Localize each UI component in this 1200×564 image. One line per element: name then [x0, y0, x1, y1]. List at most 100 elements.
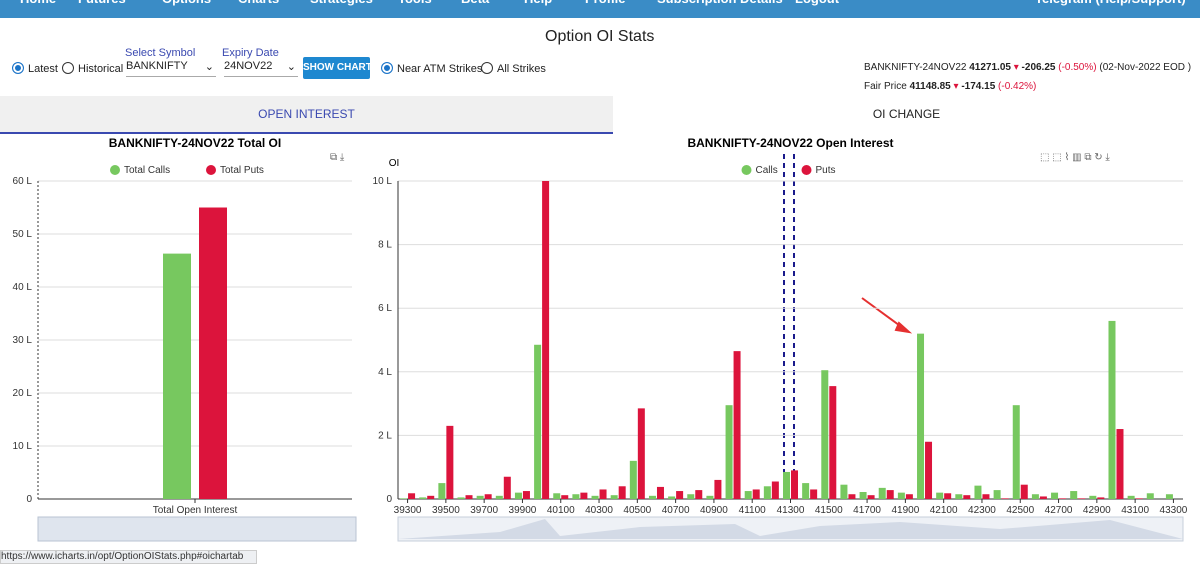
bar	[725, 405, 733, 499]
bar	[1059, 498, 1067, 499]
toolbox-icon[interactable]: ⬚ ⬚ ⌇ ▥ ⧉ ↻ ⤓	[1040, 152, 1110, 163]
text: -174.15	[961, 81, 996, 92]
radio-near-atm[interactable]: Near ATM Strikes	[381, 62, 482, 75]
x-tick-label: 40100	[547, 505, 575, 516]
text: 41271.05	[969, 62, 1011, 73]
bar	[1078, 498, 1086, 499]
expiry-select[interactable]: 24NOV22 ⌄	[224, 60, 298, 77]
bar	[1108, 320, 1116, 499]
bar	[1089, 495, 1097, 499]
bar	[199, 207, 227, 499]
fair-line: Fair Price 41148.85 ▾ -174.15 (-0.42%)	[864, 81, 1037, 92]
x-tick-label: 43100	[1121, 505, 1149, 516]
bar	[1165, 494, 1173, 499]
nav-item[interactable]: Logout	[795, 0, 839, 6]
bar	[514, 492, 522, 499]
x-tick-label: 42100	[930, 505, 958, 516]
bar	[821, 370, 829, 499]
radio-latest[interactable]: Latest	[12, 62, 58, 75]
legend-label: Calls	[756, 165, 778, 176]
x-tick-label: 39500	[432, 505, 460, 516]
symbol-select[interactable]: BANKNIFTY ⌄	[126, 60, 216, 77]
nav-item[interactable]: Options	[162, 0, 211, 6]
nav-item[interactable]: Profile	[585, 0, 625, 6]
zoom-slider[interactable]	[37, 516, 357, 542]
radio-all-strikes[interactable]: All Strikes	[481, 62, 546, 75]
bar	[859, 492, 867, 499]
bar	[400, 498, 408, 499]
bar	[955, 494, 963, 499]
x-tick-label: 42700	[1045, 505, 1073, 516]
bar	[1001, 498, 1009, 499]
tab[interactable]: OI CHANGE	[872, 107, 941, 121]
bar	[637, 408, 645, 499]
tab[interactable]: OPEN INTEREST	[0, 96, 613, 134]
bar	[163, 253, 191, 499]
bar	[744, 491, 752, 499]
y-tick-label: 6 L	[378, 303, 392, 314]
y-axis-label: OI	[389, 158, 400, 169]
bar	[687, 494, 695, 499]
arrows	[861, 297, 913, 334]
nav-item[interactable]: Subscription Details	[657, 0, 783, 6]
label: Historical	[78, 63, 124, 75]
legend-swatch	[801, 165, 812, 175]
bar	[648, 495, 656, 499]
nav-item[interactable]: Futures	[78, 0, 126, 6]
bar	[936, 492, 944, 499]
x-tick-label: 43300	[1160, 505, 1188, 516]
legend-label: Total Calls	[124, 165, 170, 176]
bar	[503, 476, 511, 499]
y-tick-label: 4 L	[378, 367, 392, 378]
bar	[465, 495, 473, 499]
y-tick-label: 30 L	[13, 335, 33, 346]
toolbox-icon[interactable]: ⧉ ⤓	[330, 152, 345, 163]
bar	[591, 495, 599, 499]
nav-item[interactable]: Tools	[398, 0, 432, 6]
nav-item[interactable]: Beta	[461, 0, 489, 6]
bar	[917, 333, 925, 499]
bar	[714, 479, 722, 499]
quote-line: BANKNIFTY-24NOV22 41271.05 ▾ -206.25 (-0…	[864, 62, 1192, 73]
nav-bar: Home Futures Options Charts Strategies Tools B…	[0, 0, 1200, 18]
bar	[791, 470, 798, 499]
y-tick-label: 50 L	[13, 229, 33, 240]
x-tick-label: 41100	[739, 505, 767, 516]
bar	[561, 495, 569, 499]
text: -206.25	[1021, 62, 1056, 73]
bar	[599, 489, 607, 499]
bar	[982, 494, 990, 499]
nav-item[interactable]: Help	[524, 0, 552, 6]
bar	[771, 481, 779, 499]
x-tick-label: 40500	[623, 505, 651, 516]
bar	[668, 496, 676, 499]
label: All Strikes	[497, 63, 546, 75]
bar	[1116, 429, 1124, 499]
bar	[886, 490, 894, 499]
x-tick-label: 39900	[509, 505, 537, 516]
bar	[802, 483, 810, 499]
legend-label: Total Puts	[220, 165, 264, 176]
text: Fair Price	[864, 81, 907, 92]
bar	[522, 491, 530, 499]
x-tick-label: 41300	[777, 505, 805, 516]
y-tick-label: 8 L	[378, 240, 392, 251]
radio-historical[interactable]: Historical	[62, 62, 123, 75]
bar	[878, 487, 886, 499]
bar	[925, 441, 933, 499]
x-tick-label: 42500	[1006, 505, 1034, 516]
bar	[572, 494, 580, 499]
label: Near ATM Strikes	[397, 63, 483, 75]
nav-item[interactable]: Charts	[238, 0, 279, 6]
y-tick-label: 0	[26, 494, 32, 505]
nav-item[interactable]: Home	[20, 0, 56, 6]
show-chart-button[interactable]: SHOW CHART	[303, 57, 372, 79]
label: Select Symbol	[125, 47, 196, 59]
nav-item[interactable]: Strategies	[310, 0, 373, 6]
chart-title: BANKNIFTY-24NOV22 Total OI	[109, 136, 281, 150]
nav-item[interactable]: Telegram (Help/Support)	[1035, 0, 1186, 6]
x-tick-label: 40900	[700, 505, 728, 516]
bar	[476, 495, 484, 499]
x-tick-label: 39700	[470, 505, 498, 516]
